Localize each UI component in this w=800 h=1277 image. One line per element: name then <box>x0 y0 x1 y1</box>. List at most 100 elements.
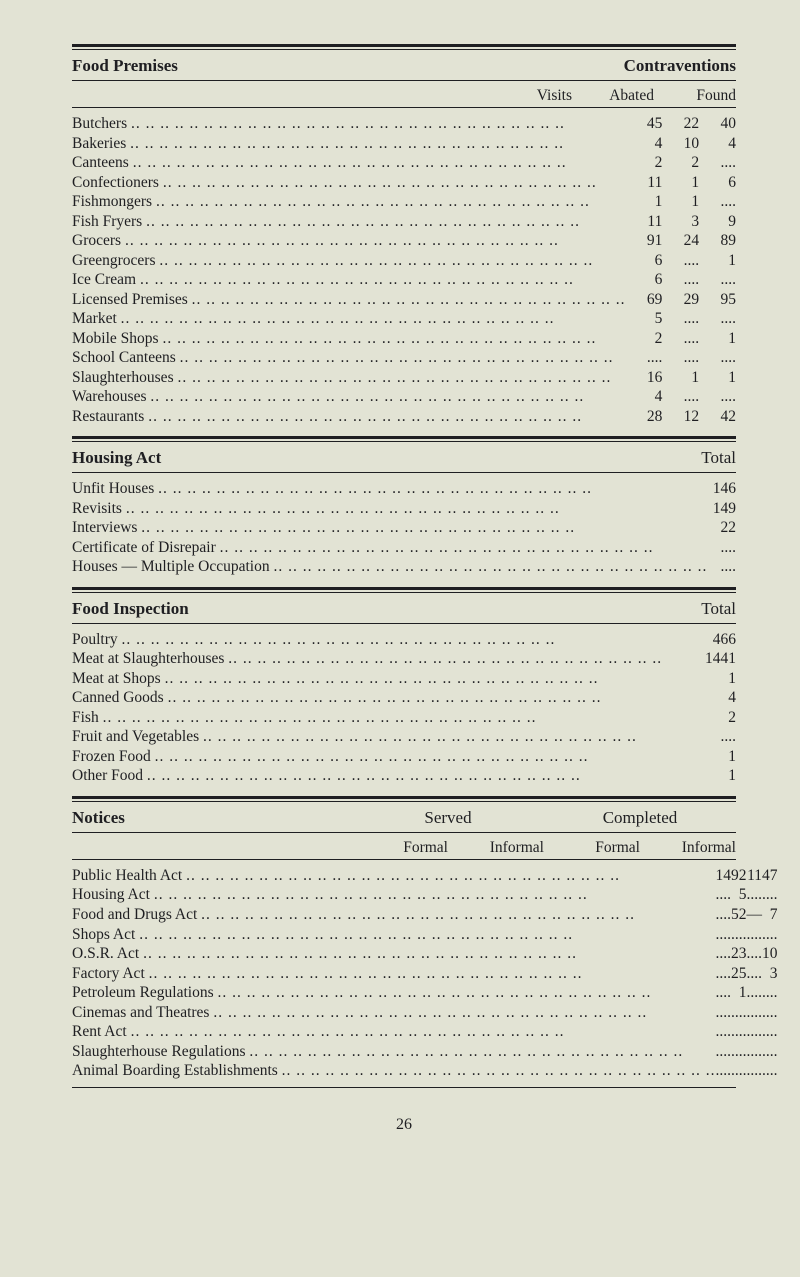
rule-bottom-notices <box>72 1087 736 1088</box>
table-row: Petroleum Regulations ....1........ <box>72 983 778 1003</box>
row-value: .... <box>747 1022 763 1042</box>
row-value: 42 <box>699 407 736 427</box>
spacer <box>72 426 736 436</box>
row-label-text: Animal Boarding Establishments <box>72 1062 716 1079</box>
row-value: .... <box>662 309 699 329</box>
row-label: Canned Goods <box>72 688 662 708</box>
col-informal-1: Informal <box>448 839 544 857</box>
row-value: .... <box>762 885 778 905</box>
rule-top-food-inspection <box>72 587 736 593</box>
row-value: .... <box>747 1061 763 1081</box>
table-row: Mobile Shops 2....1 <box>72 329 736 349</box>
table-row: Restaurants 281242 <box>72 407 736 427</box>
row-label-text: Shops Act <box>72 926 573 943</box>
row-label: Food and Drugs Act <box>72 905 716 925</box>
row-value: .... <box>707 538 736 558</box>
row-label: Greengrocers <box>72 251 626 271</box>
row-label-text: Food and Drugs Act <box>72 906 635 923</box>
row-value: .... <box>731 925 747 945</box>
rule-top-food-premises <box>72 44 736 50</box>
row-label-text: Warehouses <box>72 388 584 405</box>
row-label-text: Fruit and Vegetables <box>72 728 637 745</box>
row-label: Ice Cream <box>72 270 626 290</box>
row-value: 6 <box>699 173 736 193</box>
row-label-text: Meat at Shops <box>72 670 598 687</box>
row-label: School Canteens <box>72 348 626 368</box>
row-value: .... <box>699 192 736 212</box>
row-value: 4 <box>662 688 736 708</box>
row-value: 29 <box>662 290 699 310</box>
row-label: Cinemas and Theatres <box>72 1003 716 1023</box>
row-value: .... <box>731 1003 747 1023</box>
table-row: Certificate of Disrepair .... <box>72 538 736 558</box>
table-row: Ice Cream 6........ <box>72 270 736 290</box>
row-value: 2 <box>662 708 736 728</box>
row-value: .... <box>762 1022 778 1042</box>
table-food-premises: Butchers 452240Bakeries 4104Canteens 22.… <box>72 114 736 426</box>
row-value: 12 <box>662 407 699 427</box>
row-value: 6 <box>626 270 663 290</box>
row-label-text: Unfit Houses <box>72 480 592 497</box>
row-value: 28 <box>626 407 663 427</box>
row-label-text: Poultry <box>72 631 555 648</box>
col-head-food-premises: Visits Abated Found <box>72 87 736 105</box>
row-value: 52 <box>731 905 747 925</box>
table-row: Animal Boarding Establishments .........… <box>72 1061 778 1081</box>
table-row: Fruit and Vegetables .... <box>72 727 736 747</box>
table-notices: Public Health Act 14921147Housing Act ..… <box>72 866 778 1081</box>
row-label-text: Restaurants <box>72 408 582 425</box>
row-value: 11 <box>626 212 663 232</box>
row-value: 1 <box>662 192 699 212</box>
table-row: Rent Act ................ <box>72 1022 778 1042</box>
col-head-notices: Formal Informal Formal Informal <box>72 839 736 857</box>
row-value: .... <box>731 1061 747 1081</box>
row-label-text: Canned Goods <box>72 689 601 706</box>
row-value: 95 <box>699 290 736 310</box>
row-value: .... <box>662 727 736 747</box>
row-value: 2 <box>626 153 663 173</box>
title-housing-total: Total <box>701 448 736 468</box>
col-formal-1: Formal <box>352 839 448 857</box>
row-value: 1 <box>662 173 699 193</box>
row-value: .... <box>762 983 778 1003</box>
row-value: 1 <box>662 747 736 767</box>
rule-under-head-food-premises <box>72 80 736 81</box>
rule-under-head-housing-act <box>72 472 736 473</box>
row-label: Grocers <box>72 231 626 251</box>
table-row: Interviews 22 <box>72 518 736 538</box>
row-value: 16 <box>626 368 663 388</box>
row-value: .... <box>699 387 736 407</box>
row-value: .... <box>747 944 763 964</box>
col-formal-2: Formal <box>544 839 640 857</box>
row-value: .... <box>716 1042 732 1062</box>
row-value: .... <box>747 1042 763 1062</box>
row-label: Fishmongers <box>72 192 626 212</box>
row-value: 22 <box>662 114 699 134</box>
rule-under-colhead-food-premises <box>72 107 736 108</box>
row-value: .... <box>699 270 736 290</box>
row-label: Rent Act <box>72 1022 716 1042</box>
row-value: 10 <box>762 944 778 964</box>
rule-under-colhead-notices <box>72 859 736 860</box>
row-value: .... <box>662 251 699 271</box>
col-visits: Visits <box>490 87 572 105</box>
title-food-inspection-total: Total <box>701 599 736 619</box>
spacer <box>72 839 352 857</box>
row-label-text: Revisits <box>72 500 560 517</box>
row-label-text: Frozen Food <box>72 748 589 765</box>
row-label: Interviews <box>72 518 707 538</box>
row-value: 92 <box>731 866 747 886</box>
row-value: .... <box>699 309 736 329</box>
page: Food Premises Contraventions Visits Abat… <box>0 0 800 1277</box>
row-label: Housing Act <box>72 885 716 905</box>
row-label: Slaughterhouses <box>72 368 626 388</box>
row-label: Petroleum Regulations <box>72 983 716 1003</box>
row-value: .... <box>747 983 763 1003</box>
row-label: Poultry <box>72 630 662 650</box>
row-label-text: Butchers <box>72 115 565 132</box>
row-value: 3 <box>762 964 778 984</box>
table-row: Canned Goods 4 <box>72 688 736 708</box>
table-row: Housing Act ....5........ <box>72 885 778 905</box>
rule-under-head-food-inspection <box>72 623 736 624</box>
table-row: Licensed Premises 692995 <box>72 290 736 310</box>
